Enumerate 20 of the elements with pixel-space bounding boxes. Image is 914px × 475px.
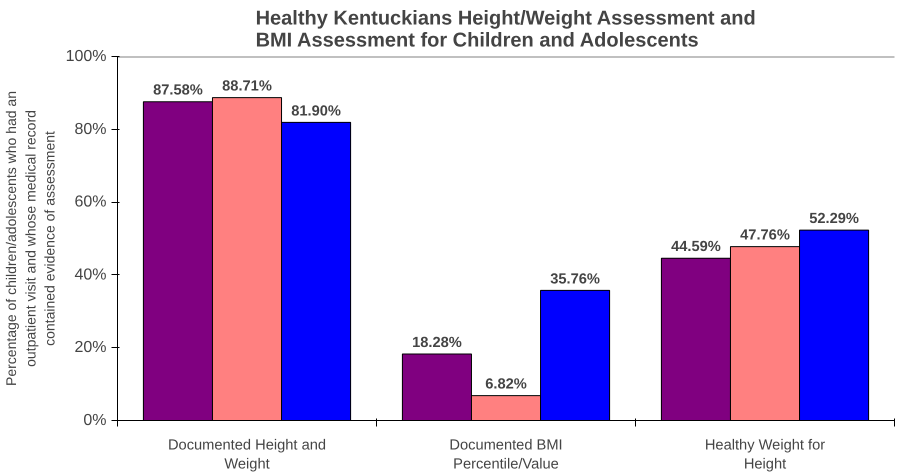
- y-tick-label: 100%: [66, 48, 106, 65]
- y-tick-label: 60%: [74, 194, 107, 211]
- x-tick-label: Documented BMI Percentile/Value: [449, 438, 563, 473]
- y-axis-title: Percentage of children/adolescents who had an outpatient visit and whose medical record contained evidence of assessment: [3, 91, 58, 386]
- data-label: 81.90%: [291, 103, 341, 120]
- data-label: 18.28%: [412, 334, 462, 351]
- data-label: 6.82%: [485, 376, 527, 393]
- x-tick-label: Healthy Weight for Height: [704, 438, 826, 473]
- data-label: 88.71%: [222, 78, 272, 95]
- data-label: 35.76%: [550, 271, 600, 288]
- data-label: 44.59%: [671, 239, 721, 256]
- x-tick-label: Documented Height and Weight: [168, 438, 326, 473]
- chart-title: Healthy Kentuckians Height/Weight Assessment and BMI Assessment for Children and Adolescents: [256, 8, 756, 52]
- y-tick-label: 20%: [74, 339, 107, 356]
- data-label: 87.58%: [153, 82, 203, 99]
- data-label: 52.29%: [809, 211, 859, 228]
- data-label: 47.76%: [740, 228, 790, 244]
- y-tick-label: 0%: [83, 412, 106, 429]
- y-tick-label: 40%: [74, 266, 107, 284]
- y-tick-label: 80%: [74, 120, 107, 138]
